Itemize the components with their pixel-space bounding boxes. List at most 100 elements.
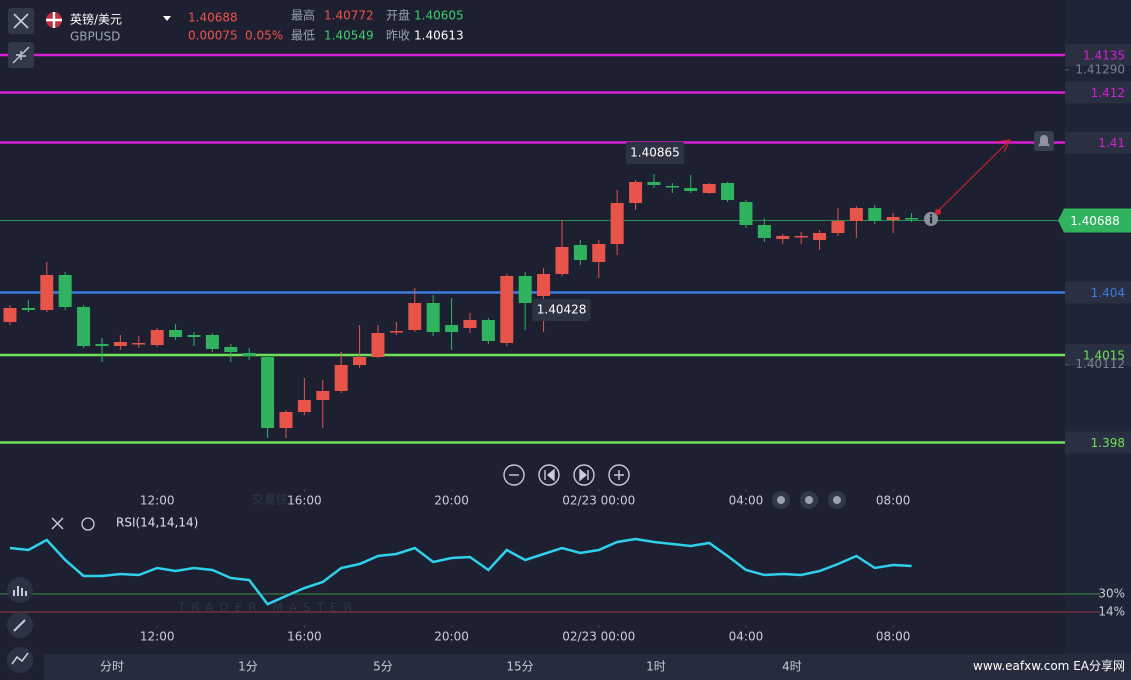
x-tick-label: 08:00 bbox=[876, 630, 911, 644]
candle-body bbox=[113, 342, 127, 346]
candle-body bbox=[445, 325, 459, 332]
low: 1.40549 bbox=[324, 29, 374, 43]
x-tick-label: 08:00 bbox=[876, 494, 911, 508]
annotation-label: 1.40865 bbox=[630, 146, 680, 160]
timeframe-tab[interactable]: 15分 bbox=[506, 660, 533, 674]
symbol-code: GBPUSD bbox=[70, 30, 120, 44]
watermark-brand-en: TRADER MASTER bbox=[177, 601, 358, 615]
last-price-tag bbox=[1058, 208, 1131, 233]
candle-body bbox=[721, 183, 735, 200]
watermark-brand: 交易侠 bbox=[252, 492, 289, 507]
candle-body bbox=[316, 391, 330, 400]
left-toolbar bbox=[7, 577, 33, 673]
candle-body bbox=[592, 244, 606, 262]
x-tick-label: 20:00 bbox=[434, 630, 469, 644]
rsi-tick-label: 14% bbox=[1098, 605, 1125, 619]
symbol-dropdown[interactable] bbox=[163, 16, 171, 21]
info-icon-glyph: i bbox=[929, 213, 933, 227]
candle-body bbox=[242, 353, 256, 356]
scroll-end[interactable] bbox=[573, 464, 595, 486]
x-tick-label: 02/23 00:00 bbox=[562, 630, 635, 644]
high-label: 最高 bbox=[291, 8, 315, 23]
x-tick-label: 04:00 bbox=[729, 630, 764, 644]
candle-body bbox=[408, 303, 422, 330]
candle-body bbox=[224, 347, 238, 352]
candle-body bbox=[77, 307, 91, 346]
site: www.eafxw.com bbox=[973, 659, 1069, 673]
prev-label: 昨收 bbox=[386, 29, 410, 43]
flag-cross bbox=[46, 12, 62, 28]
arrow-head bbox=[995, 139, 1012, 153]
candle-body bbox=[205, 335, 219, 349]
last-price-label: 1.40688 bbox=[1070, 214, 1120, 228]
info-icon[interactable] bbox=[924, 212, 938, 226]
zoom-controls bbox=[503, 464, 630, 486]
candle-body bbox=[279, 412, 293, 428]
price: 1.40688 bbox=[188, 11, 238, 25]
candle-body bbox=[868, 208, 882, 221]
annotation-label: 1.40428 bbox=[537, 303, 587, 317]
tab-bar bbox=[44, 654, 1131, 680]
candle-body bbox=[886, 217, 900, 220]
candle-body bbox=[702, 184, 716, 193]
drawing-anchor bbox=[935, 209, 941, 215]
candle-body bbox=[757, 225, 771, 238]
open-label: 开盘 bbox=[386, 8, 410, 23]
change-pct: 0.05% bbox=[245, 29, 283, 43]
timeframe-tab[interactable]: 1时 bbox=[646, 660, 666, 674]
candle-body bbox=[905, 218, 919, 220]
collapse-icon bbox=[12, 46, 30, 64]
x-tick-label: 12:00 bbox=[140, 494, 175, 508]
level-label: 1.4015 bbox=[1083, 349, 1125, 363]
level-tag bbox=[1065, 431, 1131, 454]
candle-body bbox=[389, 331, 403, 333]
level-label: 1.398 bbox=[1091, 436, 1125, 450]
symbol-name[interactable]: 英镑/美元 bbox=[70, 12, 122, 27]
price-axis bbox=[1065, 0, 1131, 656]
timeframe-tab[interactable]: 4时 bbox=[782, 660, 802, 674]
candle-body bbox=[739, 202, 753, 225]
x-tick-label: 02/23 00:00 bbox=[562, 494, 635, 508]
candle-body bbox=[169, 330, 183, 337]
rsi-tick-label: 30% bbox=[1098, 587, 1125, 601]
annotation-box bbox=[532, 299, 591, 321]
candle-body bbox=[500, 276, 514, 343]
candle-body bbox=[150, 330, 164, 345]
candle-body bbox=[794, 236, 808, 238]
candle-body bbox=[813, 233, 827, 240]
candle-body bbox=[353, 357, 367, 365]
zoom-out[interactable] bbox=[503, 464, 525, 486]
candle-body bbox=[537, 274, 551, 296]
candle-body bbox=[58, 275, 72, 307]
prev: 1.40613 bbox=[414, 29, 464, 43]
x-tick-label: 20:00 bbox=[434, 494, 469, 508]
level-tag bbox=[1065, 281, 1131, 304]
candle-body bbox=[21, 308, 35, 310]
rsi-settings[interactable] bbox=[81, 517, 95, 531]
timeframe-tab[interactable]: 1分 bbox=[238, 660, 258, 674]
tool-button[interactable] bbox=[7, 577, 33, 603]
annotation-box bbox=[625, 142, 684, 164]
level-tag bbox=[1065, 44, 1131, 66]
level-label: 1.41 bbox=[1098, 136, 1125, 150]
rsi-close[interactable] bbox=[51, 517, 64, 530]
level-label: 1.4135 bbox=[1083, 49, 1125, 63]
candle-body bbox=[187, 335, 201, 337]
trend-drawing bbox=[930, 141, 1009, 219]
x-tick-label: 04:00 bbox=[729, 494, 764, 508]
x-tick-label: 16:00 bbox=[287, 494, 322, 508]
candle-body bbox=[831, 221, 845, 233]
candle-body bbox=[334, 365, 348, 391]
candle-body bbox=[555, 247, 569, 274]
candle-body bbox=[481, 320, 495, 341]
site-name: EA分享网 bbox=[1073, 658, 1125, 673]
scroll-start[interactable] bbox=[538, 464, 560, 486]
candle-body bbox=[132, 343, 146, 345]
low-label: 最低 bbox=[291, 29, 315, 43]
zoom-in[interactable] bbox=[608, 464, 630, 486]
timeframe-tab[interactable]: 分时 bbox=[100, 660, 124, 674]
candle-body bbox=[629, 182, 643, 203]
bell-icon bbox=[1038, 135, 1050, 146]
timeframe-tab[interactable]: 5分 bbox=[373, 660, 393, 674]
